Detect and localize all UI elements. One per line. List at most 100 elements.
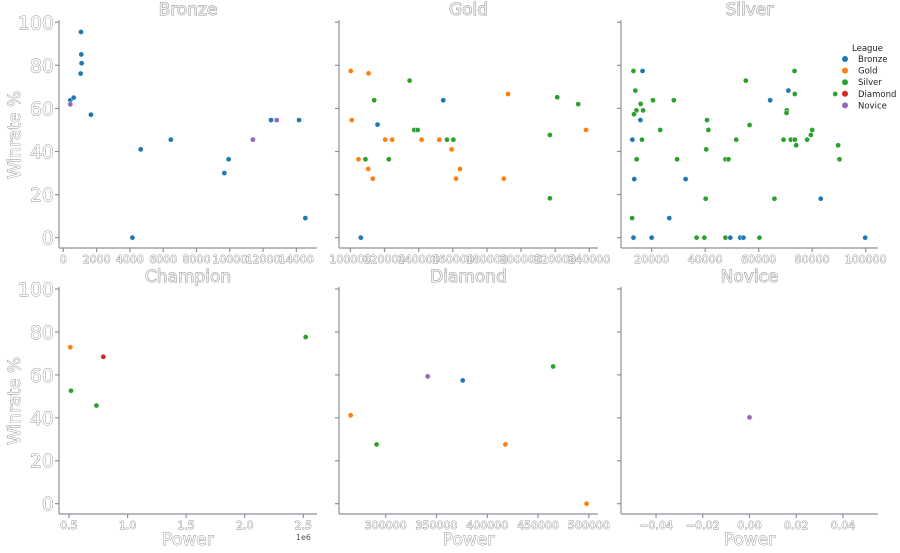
legend-label-novice: Novice [858, 101, 887, 111]
point-silver [693, 234, 700, 241]
point-silver [804, 136, 810, 143]
point-silver [733, 136, 740, 143]
point-bronze [88, 111, 94, 118]
point-bronze [225, 156, 232, 163]
point-silver [632, 87, 639, 94]
point-silver [68, 387, 74, 394]
x-tick-label: 240000 [568, 253, 610, 266]
point-bronze [629, 136, 636, 143]
point-bronze [440, 97, 447, 104]
point-bronze [666, 215, 673, 221]
panel-title: Silver [726, 0, 774, 20]
point-silver [791, 68, 798, 74]
point-silver [771, 195, 778, 202]
point-bronze [785, 87, 792, 94]
x-tick-label: 14000 [279, 253, 314, 266]
point-silver [373, 441, 380, 448]
point-gold [502, 441, 509, 448]
point-silver [650, 97, 656, 104]
point-bronze [302, 215, 309, 221]
panel-title: Champion [145, 267, 231, 287]
x-tick-label: 400000 [466, 519, 508, 532]
point-gold [365, 70, 372, 77]
point-gold [505, 91, 511, 97]
point-silver [629, 215, 635, 221]
x-tick-label: 8000 [182, 253, 210, 266]
point-novice [746, 414, 753, 421]
point-silver [633, 156, 640, 163]
point-silver [783, 110, 790, 116]
point-silver [93, 402, 100, 409]
x-axis-label: Power [443, 530, 494, 550]
point-silver [807, 132, 814, 138]
point-silver [742, 77, 749, 84]
x-tick-label: 2.0 [236, 519, 254, 532]
point-silver [550, 363, 556, 370]
panel-champion: Champion 0 20 40 60 80 100 0.5 1.0 1.5 2.0 2.5 Power… [17, 266, 317, 550]
legend-marker-diamond [842, 90, 848, 97]
point-bronze [77, 70, 84, 77]
point-bronze [296, 117, 302, 123]
x-tick-label: 60000 [741, 253, 776, 266]
point-silver [444, 136, 450, 143]
point-gold [365, 166, 372, 172]
point-bronze [70, 94, 77, 101]
panel-silver: Silver 20000 40000 60000 80000 100000 [617, 0, 887, 266]
legend-marker-silver [842, 79, 848, 86]
point-silver [832, 91, 839, 97]
point-silver [704, 117, 710, 123]
point-gold [457, 166, 463, 172]
point-silver [780, 136, 787, 143]
panel-gold: Gold 100000120000140000160000180000200000… [329, 0, 611, 266]
point-diamond [100, 353, 107, 360]
x-tick-label: 160000 [432, 253, 474, 266]
point-silver [722, 234, 729, 241]
y-tick-label: 100 [18, 12, 54, 34]
point-gold [436, 136, 443, 143]
y-tick-label: 40 [30, 408, 54, 430]
panel-title: Bronze [159, 0, 218, 20]
point-silver [705, 127, 712, 133]
panel-diamond: Diamond 300000 350000 400000 450000 500000 Pow… [335, 266, 610, 550]
point-bronze [817, 195, 824, 202]
point-silver [670, 97, 677, 104]
point-bronze [637, 117, 644, 123]
point-silver [809, 127, 816, 133]
x-tick-label: 12000 [246, 253, 281, 266]
point-gold [347, 68, 354, 74]
x-tick-label: 4000 [116, 253, 144, 266]
point-bronze [78, 51, 85, 58]
point-gold [453, 175, 459, 182]
y-tick-label: 60 [30, 365, 54, 387]
point-bronze [221, 170, 228, 176]
y-tick-label: 20 [30, 451, 54, 473]
y-tick-label: 60 [30, 98, 54, 120]
point-silver [450, 136, 457, 143]
y-axis-label-top: Winrate % [5, 91, 25, 179]
point-gold [418, 136, 425, 143]
point-bronze [129, 234, 136, 241]
point-silver [702, 195, 709, 202]
point-silver [554, 94, 561, 101]
point-bronze [630, 234, 637, 241]
point-silver [657, 127, 664, 133]
point-silver [836, 156, 843, 163]
point-silver [640, 107, 646, 114]
point-silver [371, 97, 377, 104]
panel-title: Gold [449, 0, 488, 20]
panel-novice: Novice −0.04 −0.02 0.00 0.02 0.04 Power [617, 266, 878, 550]
point-silver [725, 156, 732, 163]
point-silver [793, 142, 799, 149]
x-tick-label: 6000 [149, 253, 177, 266]
point-novice [273, 117, 280, 123]
point-silver [746, 122, 753, 128]
point-gold [583, 127, 589, 133]
point-silver [637, 101, 644, 107]
point-silver [575, 101, 582, 107]
point-bronze [78, 29, 84, 35]
x-axis-label: Power [162, 530, 213, 550]
x-tick-label: 300000 [365, 519, 407, 532]
point-bronze [727, 234, 734, 241]
point-gold [347, 412, 354, 419]
